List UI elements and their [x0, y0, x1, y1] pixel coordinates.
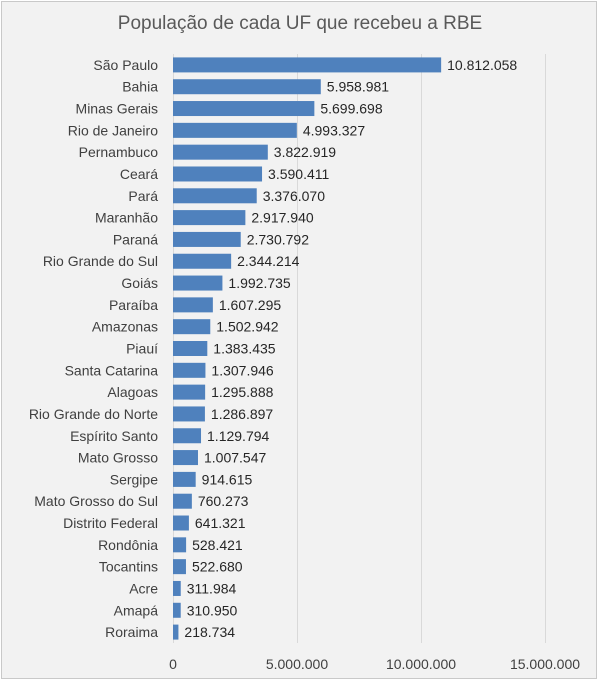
bar [173, 101, 315, 117]
x-tick-label: 5.000.000 [266, 656, 328, 672]
category-label: Bahia [122, 79, 158, 95]
bar [173, 341, 208, 356]
category-label: Tocantins [99, 559, 158, 575]
category-label: Pernambuco [79, 144, 159, 160]
data-label: 310.950 [187, 602, 238, 618]
category-label: Alagoas [107, 384, 158, 400]
bar [173, 275, 223, 291]
data-label: 3.376.070 [263, 188, 325, 204]
bar [173, 515, 189, 531]
data-label: 10.812.058 [447, 57, 517, 73]
bar [173, 384, 206, 400]
data-label: 1.286.897 [211, 406, 273, 422]
data-label: 1.007.547 [204, 450, 266, 466]
data-label: 1.607.295 [219, 297, 281, 313]
data-label: 1.129.794 [207, 428, 269, 444]
bar [173, 450, 198, 466]
data-label: 5.699.698 [320, 101, 382, 117]
category-label: Ceará [120, 166, 158, 182]
bar [173, 493, 192, 509]
bar [173, 122, 297, 138]
bar [173, 253, 232, 269]
category-label: São Paulo [93, 57, 158, 73]
data-label: 4.993.327 [303, 122, 365, 138]
bar [173, 319, 211, 335]
category-label: Maranhão [95, 210, 158, 226]
bar [173, 362, 206, 378]
data-label: 522.680 [192, 559, 243, 575]
x-tick-label: 0 [169, 656, 177, 672]
bar [173, 580, 181, 596]
bar [173, 57, 442, 73]
bar [173, 297, 213, 313]
bar [173, 559, 186, 575]
bar [173, 231, 241, 247]
category-label: Paraná [113, 231, 158, 247]
data-label: 2.730.792 [247, 231, 309, 247]
category-label: Rondônia [98, 537, 158, 553]
data-label: 1.307.946 [211, 362, 273, 378]
category-label: Amazonas [92, 319, 158, 335]
data-label: 1.383.435 [213, 341, 275, 357]
bar [173, 602, 181, 618]
category-label: Distrito Federal [63, 515, 158, 531]
category-label: Goiás [121, 275, 158, 291]
bar [173, 428, 202, 444]
bar [173, 624, 179, 640]
data-label: 218.734 [184, 624, 235, 640]
category-label: Minas Gerais [76, 101, 158, 117]
data-label: 641.321 [195, 515, 246, 531]
bar [173, 537, 187, 553]
x-tick-label: 15.000.000 [510, 656, 580, 672]
data-label: 914.615 [202, 471, 253, 487]
category-label: Rio de Janeiro [68, 122, 158, 138]
category-label: Espírito Santo [70, 428, 158, 444]
data-label: 528.421 [192, 537, 243, 553]
bar [173, 210, 246, 226]
data-label: 3.822.919 [274, 144, 336, 160]
category-label: Santa Catarina [65, 362, 159, 378]
category-label: Pará [128, 188, 158, 204]
bar [173, 79, 321, 95]
bar [173, 144, 268, 160]
data-label: 5.958.981 [327, 79, 389, 95]
data-label: 1.295.888 [211, 384, 273, 400]
category-label: Rio Grande do Sul [43, 253, 158, 269]
data-label: 2.344.214 [237, 253, 299, 269]
bar [173, 471, 196, 487]
category-label: Mato Grosso [78, 450, 158, 466]
bar [173, 188, 257, 204]
category-label: Paraíba [109, 297, 158, 313]
category-label: Acre [129, 580, 158, 596]
category-label: Rio Grande do Norte [29, 406, 158, 422]
category-label: Amapá [114, 602, 159, 618]
data-label: 760.273 [198, 493, 249, 509]
category-label: Piauí [126, 341, 158, 357]
x-tick-label: 10.000.000 [386, 656, 456, 672]
data-label: 1.502.942 [216, 319, 278, 335]
data-label: 1.992.735 [228, 275, 290, 291]
bar [173, 406, 205, 422]
bar [173, 166, 263, 182]
data-label: 311.984 [187, 580, 237, 596]
data-label: 3.590.411 [268, 166, 329, 182]
category-label: Mato Grosso do Sul [34, 493, 158, 509]
data-label: 2.917.940 [251, 210, 313, 226]
category-label: Sergipe [110, 471, 158, 487]
category-label: Roraima [105, 624, 158, 640]
chart-title: População de cada UF que recebeu a RBE [117, 13, 483, 34]
